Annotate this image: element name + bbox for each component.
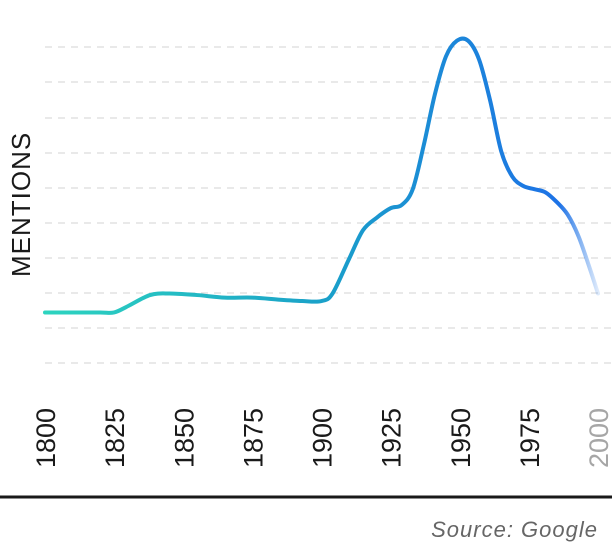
x-tick-label-1975: 1975 xyxy=(515,408,545,468)
source-note: Source: Google xyxy=(431,517,598,542)
x-tick-label-1850: 1850 xyxy=(169,408,199,468)
x-tick-label-1900: 1900 xyxy=(308,408,338,468)
x-tick-label-1825: 1825 xyxy=(100,408,130,468)
gridlines xyxy=(45,46,612,364)
y-axis-title: MENTIONS xyxy=(6,132,36,277)
x-tick-label-1875: 1875 xyxy=(238,408,268,468)
x-tick-label-1800: 1800 xyxy=(31,408,61,468)
series-line xyxy=(43,36,600,315)
x-tick-labels: 1800 1825 1850 1875 1900 1925 1950 1975 2000 xyxy=(31,408,612,468)
x-tick-label-1925: 1925 xyxy=(377,408,407,468)
x-tick-label-1950: 1950 xyxy=(446,408,476,468)
x-tick-label-2000: 2000 xyxy=(584,408,612,468)
